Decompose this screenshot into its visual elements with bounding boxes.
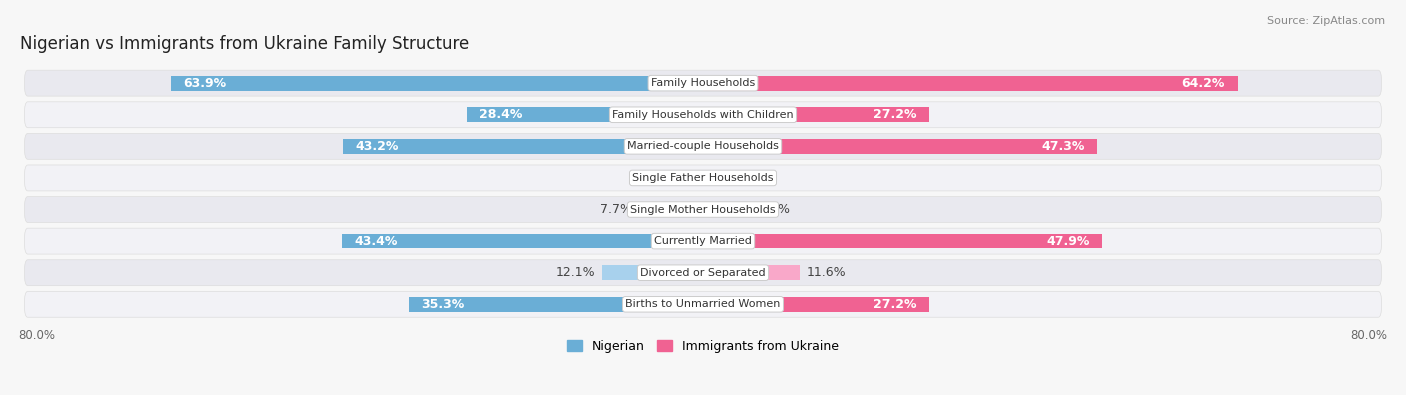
- Text: 12.1%: 12.1%: [555, 266, 596, 279]
- Bar: [602, 265, 703, 280]
- Text: Divorced or Separated: Divorced or Separated: [640, 268, 766, 278]
- Text: Nigerian vs Immigrants from Ukraine Family Structure: Nigerian vs Immigrants from Ukraine Fami…: [20, 35, 470, 53]
- Text: 47.3%: 47.3%: [1040, 140, 1084, 153]
- Text: 7.7%: 7.7%: [600, 203, 633, 216]
- Bar: [343, 139, 703, 154]
- Text: Currently Married: Currently Married: [654, 236, 752, 246]
- Bar: [703, 171, 720, 185]
- Text: 28.4%: 28.4%: [479, 108, 523, 121]
- Bar: [703, 234, 1102, 248]
- Text: 43.4%: 43.4%: [354, 235, 398, 248]
- Text: 43.2%: 43.2%: [356, 140, 399, 153]
- Bar: [703, 202, 751, 217]
- Bar: [703, 76, 1237, 90]
- Text: Single Mother Households: Single Mother Households: [630, 205, 776, 214]
- Bar: [342, 234, 703, 248]
- Bar: [172, 76, 703, 90]
- Legend: Nigerian, Immigrants from Ukraine: Nigerian, Immigrants from Ukraine: [562, 335, 844, 358]
- Text: 27.2%: 27.2%: [873, 298, 917, 311]
- FancyBboxPatch shape: [24, 197, 1382, 222]
- Bar: [683, 171, 703, 185]
- Text: 2.0%: 2.0%: [727, 171, 758, 184]
- FancyBboxPatch shape: [24, 165, 1382, 191]
- Bar: [703, 297, 929, 312]
- Text: Family Households: Family Households: [651, 78, 755, 88]
- Text: Source: ZipAtlas.com: Source: ZipAtlas.com: [1267, 16, 1385, 26]
- FancyBboxPatch shape: [24, 228, 1382, 254]
- Text: 47.9%: 47.9%: [1046, 235, 1090, 248]
- FancyBboxPatch shape: [24, 260, 1382, 286]
- FancyBboxPatch shape: [24, 292, 1382, 317]
- Bar: [703, 139, 1097, 154]
- Bar: [409, 297, 703, 312]
- Text: 2.4%: 2.4%: [644, 171, 676, 184]
- Text: 5.8%: 5.8%: [758, 203, 790, 216]
- Bar: [638, 202, 703, 217]
- Text: 11.6%: 11.6%: [806, 266, 846, 279]
- Text: Single Father Households: Single Father Households: [633, 173, 773, 183]
- Bar: [703, 107, 929, 122]
- Text: Births to Unmarried Women: Births to Unmarried Women: [626, 299, 780, 309]
- Text: 64.2%: 64.2%: [1181, 77, 1225, 90]
- FancyBboxPatch shape: [24, 70, 1382, 96]
- Bar: [467, 107, 703, 122]
- Text: 27.2%: 27.2%: [873, 108, 917, 121]
- Text: 63.9%: 63.9%: [183, 77, 226, 90]
- FancyBboxPatch shape: [24, 134, 1382, 159]
- Bar: [703, 265, 800, 280]
- Text: Married-couple Households: Married-couple Households: [627, 141, 779, 151]
- Text: Family Households with Children: Family Households with Children: [612, 110, 794, 120]
- Text: 35.3%: 35.3%: [422, 298, 465, 311]
- FancyBboxPatch shape: [24, 102, 1382, 128]
